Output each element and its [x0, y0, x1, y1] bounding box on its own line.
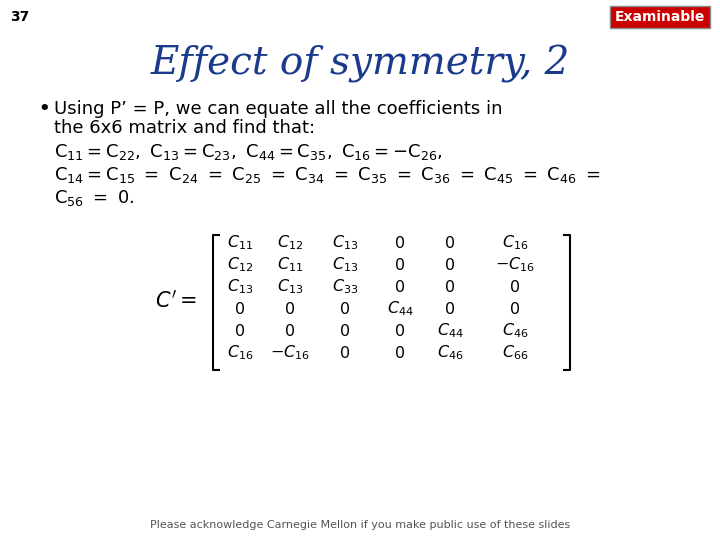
Text: $\mathsf{C_{14}{=}C_{15}\ {=}\ C_{24}\ {=}\ C_{25}\ {=}\ C_{34}\ {=}\ C_{35}\ {=: $\mathsf{C_{14}{=}C_{15}\ {=}\ C_{24}\ {… [54, 165, 600, 185]
Text: $0$: $0$ [395, 279, 405, 295]
Text: $C_{13}$: $C_{13}$ [332, 255, 359, 274]
Text: $0$: $0$ [395, 256, 405, 273]
Text: the 6x6 matrix and find that:: the 6x6 matrix and find that: [54, 119, 315, 137]
Text: $C_{16}$: $C_{16}$ [227, 343, 253, 362]
Text: $0$: $0$ [340, 322, 351, 340]
Text: $C_{16}$: $C_{16}$ [502, 234, 528, 252]
Text: Using P’ = P, we can equate all the coefficients in: Using P’ = P, we can equate all the coef… [54, 100, 503, 118]
Text: $C_{11}$: $C_{11}$ [227, 234, 253, 252]
Text: $C_{46}$: $C_{46}$ [437, 343, 463, 362]
Text: $0$: $0$ [444, 234, 456, 252]
Text: $C_{12}$: $C_{12}$ [277, 234, 303, 252]
Text: $0$: $0$ [284, 300, 295, 318]
Text: $-C_{16}$: $-C_{16}$ [270, 343, 310, 362]
Text: $0$: $0$ [395, 234, 405, 252]
Text: Examinable: Examinable [615, 10, 705, 24]
Text: $C_{13}$: $C_{13}$ [227, 278, 253, 296]
Text: $C_{12}$: $C_{12}$ [227, 255, 253, 274]
Text: $0$: $0$ [340, 300, 351, 318]
Text: $C_{44}$: $C_{44}$ [436, 322, 464, 340]
Text: Effect of symmetry, 2: Effect of symmetry, 2 [150, 45, 570, 83]
Text: $0$: $0$ [510, 300, 521, 318]
FancyBboxPatch shape [610, 6, 710, 28]
Text: $0$: $0$ [235, 300, 246, 318]
Text: $C' =$: $C' =$ [155, 289, 197, 311]
Text: $C_{13}$: $C_{13}$ [332, 234, 359, 252]
Text: $-C_{16}$: $-C_{16}$ [495, 255, 535, 274]
Text: $C_{11}$: $C_{11}$ [277, 255, 303, 274]
Text: $0$: $0$ [444, 256, 456, 273]
Text: $0$: $0$ [395, 345, 405, 361]
Text: $0$: $0$ [510, 279, 521, 295]
Text: $0$: $0$ [444, 300, 456, 318]
Text: $C_{13}$: $C_{13}$ [276, 278, 303, 296]
Text: $\mathsf{C_{56}\ {=}\ 0.}$: $\mathsf{C_{56}\ {=}\ 0.}$ [54, 188, 134, 208]
Text: $\mathsf{C_{11}{=}C_{22},\ C_{13}{=}C_{23},\ C_{44}{=}C_{35},\ C_{16}{=}{-}C_{26: $\mathsf{C_{11}{=}C_{22},\ C_{13}{=}C_{2… [54, 142, 443, 162]
Text: $0$: $0$ [395, 322, 405, 340]
Text: $C_{46}$: $C_{46}$ [502, 322, 528, 340]
Text: 37: 37 [10, 10, 30, 24]
Text: $0$: $0$ [235, 322, 246, 340]
Text: $0$: $0$ [284, 322, 295, 340]
Text: $C_{44}$: $C_{44}$ [387, 300, 413, 319]
Text: $0$: $0$ [340, 345, 351, 361]
Text: •: • [38, 100, 50, 118]
Text: Please acknowledge Carnegie Mellon if you make public use of these slides: Please acknowledge Carnegie Mellon if yo… [150, 520, 570, 530]
Text: $0$: $0$ [444, 279, 456, 295]
Text: $C_{33}$: $C_{33}$ [332, 278, 359, 296]
Text: $C_{66}$: $C_{66}$ [502, 343, 528, 362]
